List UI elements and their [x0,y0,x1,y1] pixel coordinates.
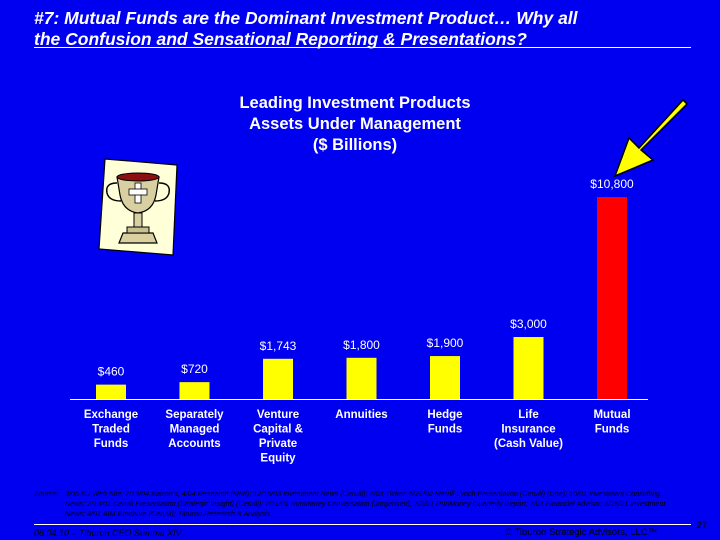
bar-3 [346,357,377,399]
chart-title-line-1: Leading Investment Products [239,94,471,112]
data-label-4: $1,900 [427,336,464,350]
category-label-1-0: Separately [165,409,224,421]
page-number: 27 [697,520,708,530]
category-label-0-0: Exchange [84,409,138,421]
chart-title-line-2: Assets Under Management [249,115,461,133]
arrow-icon [613,98,689,178]
source-text: 3/05 ICI Web Site; 7/19/04 Barron's; 4/0… [65,489,666,518]
category-label-6-0: Mutual [593,409,630,421]
category-label-5-1: Insurance [501,424,555,436]
category-label-2-3: Equity [260,453,296,465]
data-label-1: $720 [181,362,208,376]
bar-1 [179,382,210,399]
slide-title-line-2: the Confusion and Sensational Reporting … [34,29,527,49]
category-label-2-2: Private [259,438,297,450]
data-label-5: $3,000 [510,317,547,331]
category-label-0-2: Funds [94,438,129,450]
chart-title: Leading Investment Products Assets Under… [190,93,520,156]
title-underline [34,47,691,48]
bar-0 [96,384,126,399]
trophy-icon [98,158,178,256]
footer-event: 06.04.10 – Tiburon CEO Summit XIV [34,528,182,538]
category-label-2-1: Capital & [253,424,303,436]
data-label-2: $1,743 [260,339,297,353]
bar-4 [430,356,460,399]
footer-copyright: © Tiburon Strategic Advisors, LLC™ [505,527,658,538]
category-label-1-1: Managed [170,424,220,436]
category-label-6-1: Funds [595,424,630,436]
data-label-6: $10,800 [590,177,634,191]
category-label-2-0: Venture [257,409,299,421]
category-label-4-0: Hedge [427,409,462,421]
category-label-4-1: Funds [428,424,463,436]
data-label-3: $1,800 [343,338,380,352]
slide-title: #7: Mutual Funds are the Dominant Invest… [34,8,694,50]
category-label-3-0: Annuities [335,409,387,421]
category-label-5-2: (Cash Value) [494,438,563,450]
source-label: Source: [34,489,59,498]
data-label-0: $460 [98,365,125,379]
category-label-0-1: Traded [92,424,130,436]
bar-5 [513,337,544,399]
category-label-5-0: Life [518,409,538,421]
category-label-1-2: Accounts [168,438,220,450]
slide-title-line-1: #7: Mutual Funds are the Dominant Invest… [34,8,578,28]
bar-2 [263,358,293,399]
bar-6 [597,197,627,399]
footer-divider [34,524,691,525]
chart-title-line-3: ($ Billions) [312,136,398,154]
